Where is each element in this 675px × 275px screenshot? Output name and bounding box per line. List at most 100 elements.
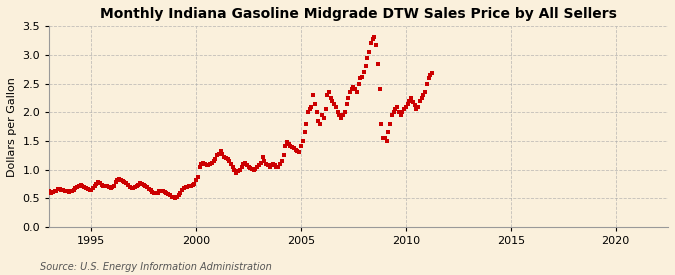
Point	[166, 194, 177, 199]
Point	[344, 90, 355, 94]
Point	[292, 149, 303, 153]
Point	[313, 119, 324, 123]
Point	[221, 156, 232, 160]
Point	[79, 185, 90, 190]
Point	[336, 116, 347, 120]
Point	[136, 182, 147, 186]
Point	[65, 189, 76, 194]
Point	[56, 188, 67, 192]
Point	[95, 181, 105, 186]
Point	[242, 163, 252, 167]
Point	[406, 96, 416, 100]
Point	[219, 155, 230, 159]
Point	[100, 183, 111, 188]
Point	[47, 190, 58, 194]
Point	[390, 107, 401, 112]
Point	[367, 37, 378, 41]
Point	[88, 186, 99, 190]
Point	[263, 163, 273, 167]
Point	[371, 42, 381, 47]
Point	[261, 162, 271, 166]
Point	[340, 110, 350, 114]
Point	[323, 90, 334, 94]
Point	[153, 190, 163, 195]
Point	[348, 84, 359, 89]
Point	[142, 185, 153, 189]
Point	[388, 110, 399, 114]
Point	[329, 101, 340, 106]
Point	[157, 189, 168, 194]
Point	[171, 195, 182, 199]
Point	[289, 146, 300, 150]
Point	[53, 187, 63, 191]
Point	[304, 107, 315, 112]
Point	[45, 190, 56, 195]
Point	[105, 186, 116, 190]
Point	[128, 186, 138, 190]
Point	[103, 185, 114, 189]
Point	[173, 193, 184, 198]
Text: Source: U.S. Energy Information Administration: Source: U.S. Energy Information Administ…	[40, 262, 272, 271]
Point	[89, 183, 100, 188]
Point	[61, 189, 72, 194]
Point	[331, 104, 342, 109]
Point	[168, 195, 179, 199]
Point	[112, 178, 123, 182]
Point	[67, 189, 78, 193]
Point	[98, 183, 109, 188]
Point	[325, 96, 336, 100]
Point	[302, 110, 313, 114]
Point	[203, 162, 214, 167]
Point	[285, 143, 296, 148]
Point	[385, 122, 396, 126]
Point	[352, 90, 362, 94]
Point	[416, 96, 427, 100]
Point	[229, 167, 240, 172]
Point	[396, 113, 406, 117]
Point	[290, 147, 301, 152]
Point	[227, 165, 238, 169]
Point	[196, 162, 207, 166]
Point	[63, 190, 74, 194]
Point	[378, 136, 389, 140]
Point	[222, 157, 233, 161]
Point	[70, 186, 81, 190]
Point	[374, 87, 385, 92]
Point	[101, 184, 112, 188]
Point	[420, 90, 431, 94]
Point	[315, 122, 325, 126]
Point	[369, 34, 380, 39]
Point	[180, 185, 191, 189]
Point	[213, 152, 224, 156]
Point	[412, 104, 423, 109]
Point	[198, 161, 209, 165]
Point	[357, 75, 368, 79]
Point	[310, 101, 321, 106]
Point	[332, 110, 343, 114]
Point	[205, 162, 215, 166]
Point	[201, 163, 212, 167]
Point	[72, 185, 82, 189]
Point	[147, 190, 158, 194]
Point	[394, 110, 404, 114]
Point	[159, 190, 170, 194]
Point	[212, 153, 223, 158]
Point	[184, 184, 194, 188]
Point	[381, 139, 392, 143]
Point	[365, 41, 376, 46]
Point	[254, 163, 265, 167]
Point	[343, 96, 354, 100]
Point	[404, 99, 415, 103]
Point	[294, 150, 304, 155]
Point	[77, 184, 88, 188]
Point	[269, 163, 280, 167]
Point	[360, 64, 371, 69]
Point	[156, 189, 167, 193]
Point	[121, 181, 132, 185]
Point	[124, 185, 135, 189]
Point	[427, 71, 437, 76]
Point	[376, 122, 387, 126]
Point	[86, 188, 97, 192]
Point	[268, 162, 279, 166]
Point	[306, 104, 317, 109]
